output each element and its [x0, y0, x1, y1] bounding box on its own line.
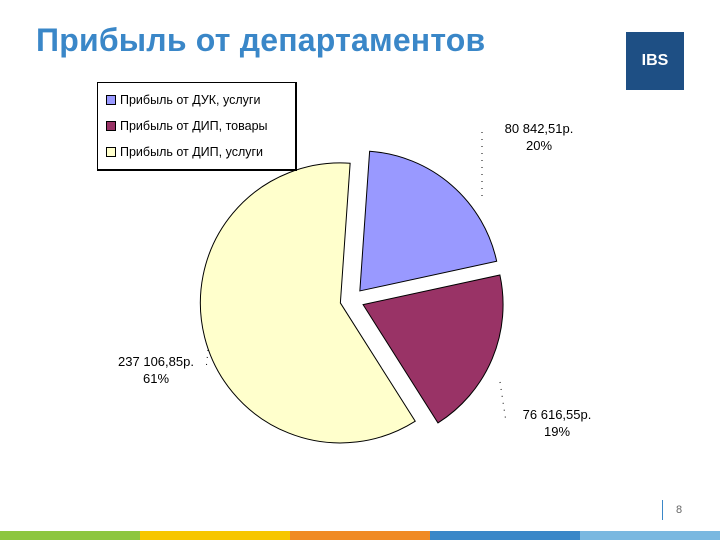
- legend-item-dip-services: Прибыль от ДИП, услуги: [106, 139, 295, 165]
- slice-label-dip-services: 237 106,85р. 61%: [106, 353, 206, 387]
- slice-value-3: 237 106,85р.: [118, 354, 194, 369]
- page-number-divider: [662, 500, 663, 520]
- pie-slice-duk-services: [359, 150, 498, 292]
- legend-item-dip-goods: Прибыль от ДИП, товары: [106, 113, 295, 139]
- leader-line-3: [205, 349, 209, 371]
- ibs-logo: IBS: [626, 32, 684, 90]
- slice-label-dip-goods: 76 616,55р. 19%: [508, 406, 606, 440]
- slice-percent-3: 61%: [142, 371, 170, 386]
- slice-label-duk-services: 80 842,51р. 20%: [490, 120, 588, 154]
- slice-value-2: 76 616,55р.: [522, 407, 592, 422]
- footer-segment-5: [580, 531, 720, 540]
- footer-color-bar: [0, 531, 720, 540]
- slide-title: Прибыль от департаментов: [36, 22, 486, 58]
- leader-line-2: [499, 381, 507, 423]
- footer-segment-3: [290, 531, 430, 540]
- pie-slice-dip-services: [199, 162, 416, 444]
- legend-swatch-1: [106, 95, 116, 105]
- slice-percent-1: 20%: [525, 138, 553, 153]
- slice-value-1: 80 842,51р.: [504, 121, 574, 136]
- legend-label-1: Прибыль от ДУК, услуги: [120, 93, 261, 107]
- page-number: 8: [676, 504, 683, 516]
- footer-segment-1: [0, 531, 140, 540]
- footer-segment-2: [140, 531, 290, 540]
- pie-slices: [199, 150, 504, 444]
- legend-swatch-2: [106, 121, 116, 131]
- footer-segment-4: [430, 531, 580, 540]
- legend-swatch-3: [106, 147, 116, 157]
- pie-slice-dip-goods: [362, 274, 504, 424]
- slice-percent-2: 19%: [543, 424, 571, 439]
- chart-legend: Прибыль от ДУК, услуги Прибыль от ДИП, т…: [97, 82, 297, 171]
- legend-item-duk-services: Прибыль от ДУК, услуги: [106, 87, 295, 113]
- legend-label-2: Прибыль от ДИП, товары: [120, 119, 268, 133]
- legend-label-3: Прибыль от ДИП, услуги: [120, 145, 264, 159]
